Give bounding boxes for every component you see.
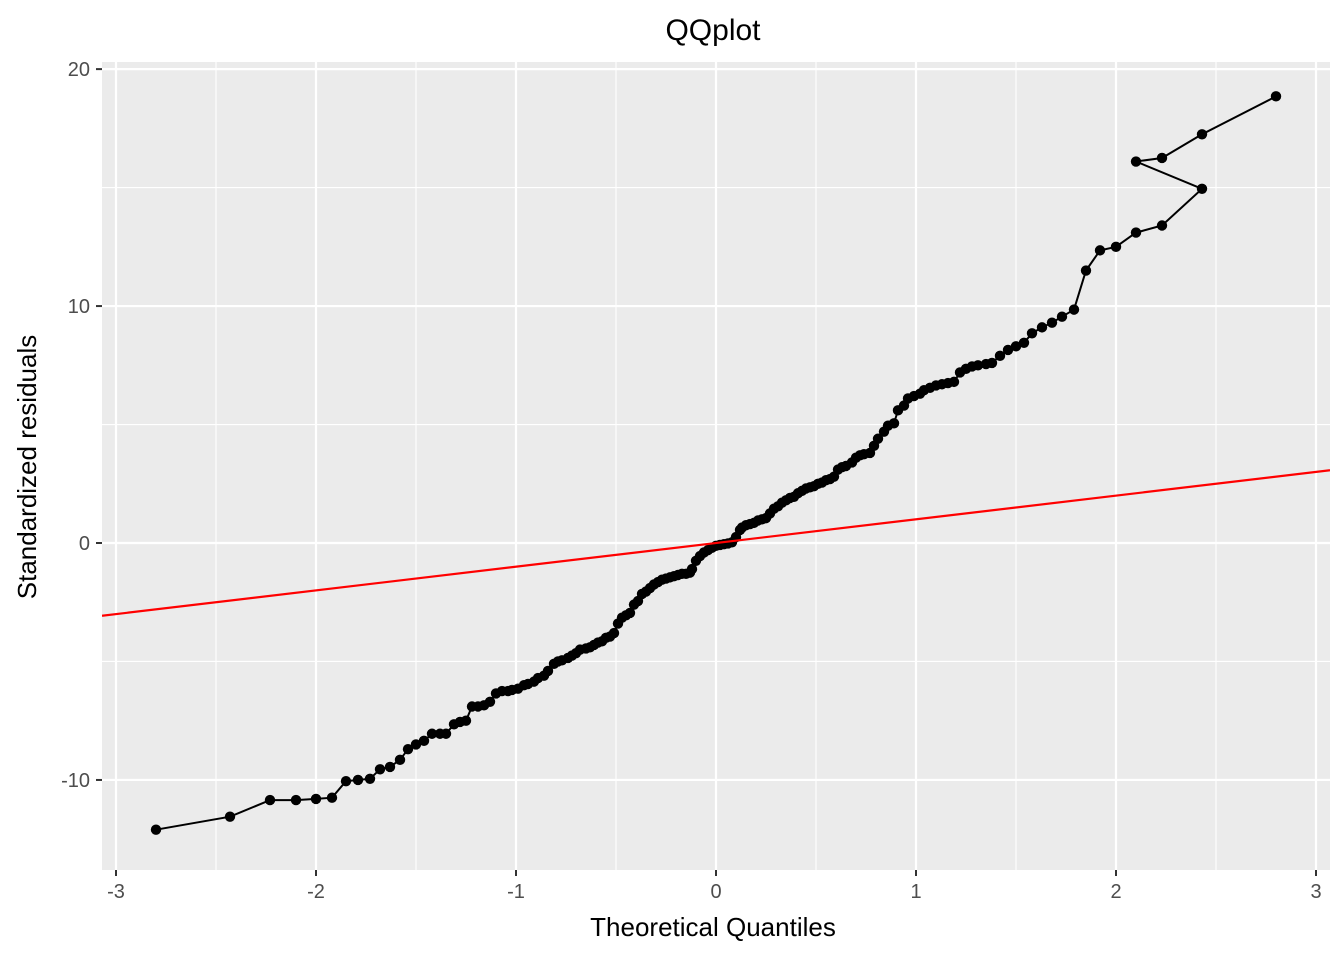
data-point bbox=[460, 715, 472, 726]
y-tick-label: 10 bbox=[68, 296, 90, 318]
data-point bbox=[402, 743, 414, 755]
data-point bbox=[290, 794, 302, 806]
data-point bbox=[948, 376, 960, 388]
x-tick-label: 3 bbox=[1310, 881, 1321, 903]
data-point bbox=[426, 728, 438, 739]
x-tick-label: 1 bbox=[910, 881, 921, 903]
major-gridlines bbox=[102, 62, 1330, 870]
x-tick-label: -2 bbox=[307, 881, 325, 903]
data-point bbox=[624, 607, 636, 619]
data-point bbox=[1068, 304, 1080, 315]
data-point bbox=[1110, 241, 1122, 253]
x-axis: -3 -2 -1 0 1 2 3 bbox=[107, 870, 1322, 903]
data-point bbox=[1094, 245, 1106, 256]
data-point bbox=[1010, 341, 1022, 352]
y-tick-label: 20 bbox=[68, 59, 90, 81]
data-point bbox=[1130, 156, 1142, 167]
x-tick-label: -1 bbox=[507, 881, 525, 903]
data-point bbox=[986, 357, 998, 369]
y-axis-title: Standardized residuals bbox=[12, 335, 42, 600]
x-tick-label: 2 bbox=[1110, 881, 1121, 903]
data-point bbox=[1080, 265, 1092, 276]
data-point bbox=[364, 773, 376, 784]
data-point bbox=[1018, 337, 1030, 348]
x-axis-title: Theoretical Quantiles bbox=[590, 912, 836, 942]
data-point bbox=[1156, 152, 1168, 164]
reference-line bbox=[102, 469, 1330, 617]
data-point bbox=[888, 418, 900, 429]
data-point bbox=[418, 735, 430, 747]
data-point bbox=[1056, 311, 1068, 322]
data-point bbox=[1130, 227, 1142, 238]
data-point bbox=[686, 563, 698, 575]
x-tick-label: 0 bbox=[710, 881, 721, 903]
data-point bbox=[1002, 344, 1014, 356]
data-point bbox=[440, 728, 452, 739]
data-point bbox=[1196, 183, 1208, 194]
data-point bbox=[384, 761, 396, 773]
data-point bbox=[374, 764, 386, 775]
data-point bbox=[872, 433, 884, 444]
chart-title: QQplot bbox=[665, 14, 761, 47]
data-point bbox=[1026, 328, 1038, 339]
data-point bbox=[1156, 220, 1168, 231]
data-point bbox=[150, 824, 162, 835]
data-point bbox=[608, 627, 620, 639]
data-point bbox=[484, 696, 496, 707]
data-point bbox=[224, 811, 236, 822]
data-point bbox=[264, 794, 276, 806]
data-point bbox=[326, 792, 338, 803]
data-point bbox=[1196, 129, 1208, 140]
y-tick-label: 0 bbox=[79, 533, 90, 555]
data-point bbox=[994, 350, 1006, 362]
data-point bbox=[1046, 317, 1058, 328]
x-tick-label: -3 bbox=[107, 881, 125, 903]
data-point bbox=[394, 754, 406, 766]
y-tick-label: -10 bbox=[61, 770, 90, 792]
data-point bbox=[340, 775, 352, 787]
data-point bbox=[410, 739, 422, 750]
data-point bbox=[352, 774, 364, 786]
data-point bbox=[310, 793, 322, 805]
y-axis: -10 0 10 20 bbox=[61, 59, 102, 792]
data-layer bbox=[102, 91, 1330, 835]
data-point bbox=[542, 665, 554, 677]
data-point bbox=[1036, 322, 1048, 333]
data-point bbox=[1270, 91, 1282, 102]
data-point bbox=[972, 360, 984, 371]
